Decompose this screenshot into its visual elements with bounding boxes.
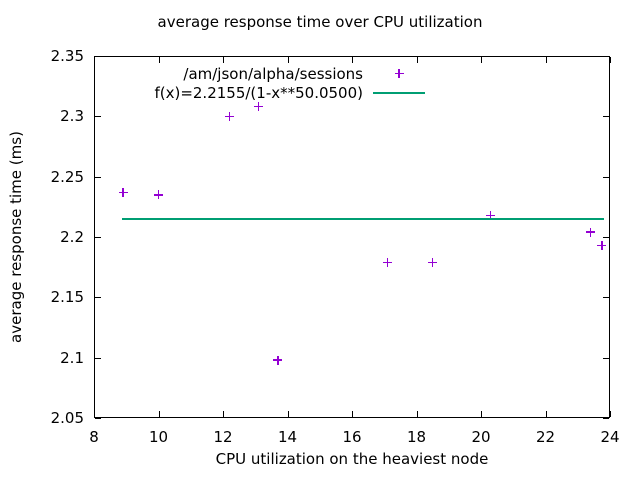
y-tick-label: 2.1	[60, 348, 84, 367]
legend-row: /am/json/alpha/sessions	[154, 64, 425, 83]
y-tick-mark	[95, 176, 101, 178]
x-tick-label: 10	[148, 428, 169, 446]
y-tick-mark	[95, 418, 101, 419]
y-tick-label: 2.35	[50, 47, 84, 65]
y-tick-mark	[95, 297, 101, 299]
legend: /am/json/alpha/sessions f(x)=2.2155/(1-x*…	[154, 64, 425, 102]
x-tick-mark	[610, 411, 611, 417]
y-tick-mark	[603, 237, 609, 238]
y-tick-mark	[95, 357, 101, 359]
data-point	[394, 69, 404, 78]
y-tick-label: 2.05	[50, 409, 84, 427]
x-tick-mark	[158, 411, 160, 417]
x-tick-mark	[352, 57, 353, 63]
y-tick-label: 2.25	[50, 167, 84, 186]
x-tick-mark	[287, 411, 289, 417]
y-tick-label: 2.2	[60, 228, 84, 246]
x-tick-mark	[223, 411, 224, 417]
x-tick-mark	[481, 57, 482, 63]
y-tick-mark	[95, 116, 101, 118]
legend-line-sample	[373, 83, 425, 102]
x-tick-mark	[158, 57, 160, 63]
x-tick-label: 14	[277, 428, 298, 446]
data-point	[118, 187, 128, 197]
data-point	[428, 257, 438, 267]
x-tick-label: 20	[471, 428, 491, 446]
data-point	[273, 355, 283, 365]
plot-area	[94, 56, 610, 418]
y-tick-mark	[95, 237, 101, 238]
legend-label: f(x)=2.2155/(1-x**50.0500)	[154, 83, 363, 102]
legend-label: /am/json/alpha/sessions	[183, 64, 363, 83]
x-tick-mark	[610, 57, 611, 63]
chart-title: average response time over CPU utilizati…	[157, 13, 483, 31]
x-tick-mark	[223, 57, 224, 63]
data-point	[486, 210, 496, 220]
x-tick-label: 12	[213, 428, 233, 446]
legend-point-sample	[373, 64, 425, 83]
data-point	[253, 102, 263, 112]
x-tick-label: 18	[406, 428, 427, 446]
x-tick-mark	[481, 411, 482, 417]
y-tick-mark	[603, 357, 609, 359]
x-tick-mark	[352, 411, 353, 417]
data-point	[224, 111, 234, 121]
y-tick-mark	[603, 116, 609, 118]
x-tick-label: 8	[89, 428, 99, 446]
y-tick-label: 2.3	[60, 107, 84, 126]
y-tick-mark	[603, 176, 609, 178]
x-tick-label: 22	[535, 428, 556, 446]
x-tick-label: 16	[342, 428, 362, 446]
y-axis-label: average response time (ms)	[7, 131, 25, 343]
x-tick-mark	[94, 57, 95, 63]
y-tick-label: 2.15	[50, 288, 84, 307]
legend-row: f(x)=2.2155/(1-x**50.0500)	[154, 83, 425, 102]
x-tick-mark	[545, 57, 547, 63]
x-tick-mark	[416, 57, 418, 63]
data-point	[597, 240, 607, 250]
x-tick-mark	[287, 57, 289, 63]
y-tick-mark	[603, 56, 609, 57]
y-tick-mark	[603, 418, 609, 419]
data-point	[154, 190, 163, 200]
x-tick-mark	[94, 411, 95, 417]
y-tick-mark	[95, 56, 101, 57]
x-tick-mark	[545, 411, 547, 417]
y-tick-mark	[603, 297, 609, 299]
x-axis-label: CPU utilization on the heaviest node	[215, 450, 489, 468]
fit-line	[122, 217, 604, 220]
x-tick-label: 24	[600, 428, 620, 446]
data-point	[586, 227, 596, 237]
x-tick-mark	[416, 411, 418, 417]
data-point	[382, 257, 392, 267]
